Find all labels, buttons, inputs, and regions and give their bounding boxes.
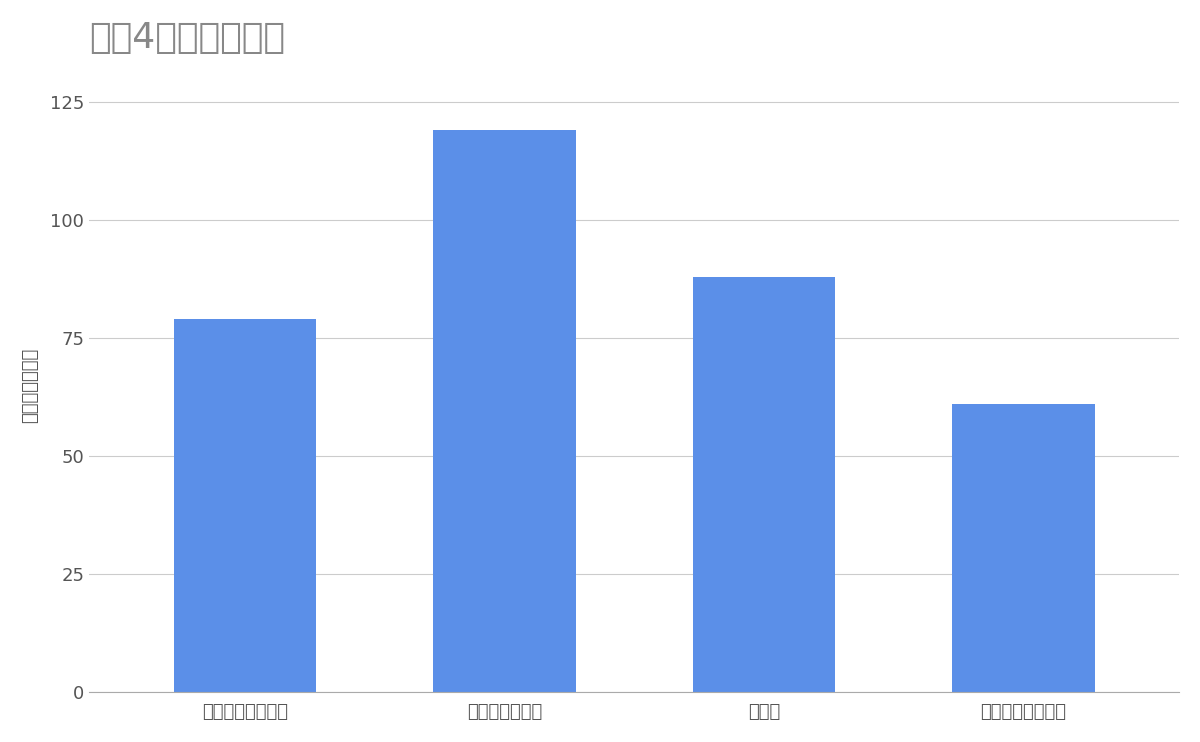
Bar [952, 404, 1094, 692]
Bar [433, 131, 576, 692]
Bar [174, 319, 317, 692]
Bar [692, 277, 835, 692]
Y-axis label: 売上高（億円）: 売上高（億円） [20, 347, 38, 423]
Text: 競合4社の総売上高: 競合4社の総売上高 [89, 21, 286, 55]
